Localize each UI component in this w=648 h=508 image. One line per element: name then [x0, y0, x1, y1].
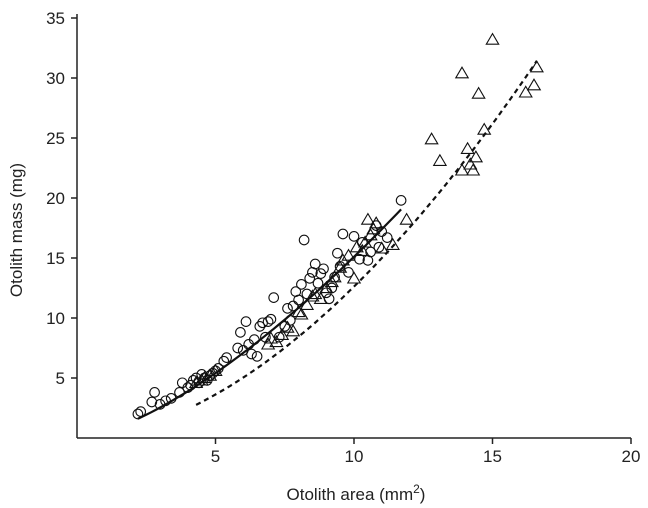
triangle-point [197, 370, 212, 384]
circle-point [268, 292, 280, 303]
triangle-point [465, 163, 481, 176]
triangle-point [366, 222, 381, 235]
x-tick-label: 10 [345, 447, 364, 466]
triangle-point [363, 228, 378, 241]
circle-point [298, 234, 310, 246]
triangle-point [460, 141, 475, 154]
triangle-point [399, 212, 414, 225]
triangle-point [485, 32, 500, 45]
triangle-point [263, 331, 279, 344]
triangle-point [285, 324, 301, 337]
circle-point [304, 273, 316, 284]
triangle-point [360, 212, 376, 225]
triangle-point [518, 85, 533, 98]
circle-point [135, 406, 147, 417]
circle-point [287, 300, 299, 312]
triangle-point [374, 241, 389, 254]
triangle-point [299, 297, 315, 310]
circle-point [381, 232, 393, 243]
triangle-point [454, 66, 470, 79]
circle-point [337, 228, 349, 240]
circle-point [296, 279, 307, 290]
triangle-point [346, 271, 362, 284]
circle-point [251, 351, 263, 362]
triangle-point [357, 235, 373, 248]
circle-point [279, 321, 291, 332]
triangle-point [332, 260, 348, 273]
circle-point [332, 247, 343, 259]
circle-point [246, 348, 257, 360]
triangle-point [468, 150, 484, 163]
data-markers [132, 32, 544, 420]
x-axis-title: Otolith area (mm2) [287, 482, 426, 504]
circle-point [293, 294, 304, 306]
circle-point [262, 316, 274, 327]
circle-point [240, 316, 252, 327]
triangle-point [526, 78, 542, 91]
y-tick-label: 35 [46, 9, 65, 28]
triangle-point [454, 163, 470, 176]
circle-point [312, 277, 324, 289]
triangle-point [327, 270, 342, 283]
triangle-point [385, 237, 400, 250]
y-tick-label: 25 [46, 129, 65, 148]
triangle-point [471, 86, 486, 99]
triangle-point [305, 289, 320, 302]
x-tick-label: 15 [483, 447, 502, 466]
triangle-point [355, 243, 370, 256]
y-axis-title: Otolith mass (mg) [7, 163, 26, 297]
circle-point [248, 334, 260, 345]
triangle-point [369, 216, 384, 229]
circle-point [218, 355, 230, 367]
circle-point [146, 396, 158, 408]
circle-point [235, 327, 246, 338]
triangle-point [341, 248, 356, 261]
circle-point [284, 315, 296, 326]
fit-lines [137, 60, 538, 420]
circle-point [154, 399, 166, 410]
circle-point [373, 241, 385, 253]
axes: 5 10 15 20 25 30 35 5 10 15 20 [46, 9, 640, 466]
triangle-point [424, 132, 439, 145]
circle-point [265, 313, 277, 325]
circle-point [395, 195, 407, 206]
circle-point [160, 395, 171, 407]
circle-point [232, 342, 244, 354]
triangle-point [274, 327, 290, 340]
circle-point [309, 258, 321, 270]
circle-point [282, 303, 293, 314]
triangle-point [291, 304, 306, 318]
triangle-point [269, 334, 284, 348]
y-tick-label: 15 [46, 249, 65, 268]
circle-point [165, 393, 177, 404]
circle-point [273, 331, 285, 343]
circle-point [318, 263, 329, 275]
circle-point [254, 321, 266, 332]
y-tick-label: 20 [46, 189, 65, 208]
y-tick-label: 5 [56, 369, 65, 388]
circle-point [196, 369, 208, 380]
y-tick-label: 30 [46, 69, 65, 88]
triangle-point [432, 153, 448, 166]
triangle-point [529, 60, 544, 73]
circle-point [149, 387, 160, 398]
circle-point [132, 408, 144, 420]
axis-labels: Otolith area (mm2) Otolith mass (mg) [7, 163, 425, 504]
triangle-point [294, 307, 309, 320]
triangle-point [280, 320, 295, 333]
circle-point [174, 387, 185, 398]
x-tick-label: 20 [622, 447, 641, 466]
dashed-fit-line [195, 60, 538, 406]
triangle-point [208, 363, 223, 376]
y-tick-label: 10 [46, 309, 65, 328]
circle-point [221, 352, 232, 363]
x-tick-label: 5 [211, 447, 220, 466]
triangle-point [319, 280, 334, 294]
triangle-point [477, 122, 492, 135]
triangle-point [260, 337, 276, 350]
triangle-point [313, 291, 328, 304]
triangle-point [308, 286, 323, 300]
circle-point [348, 231, 360, 242]
